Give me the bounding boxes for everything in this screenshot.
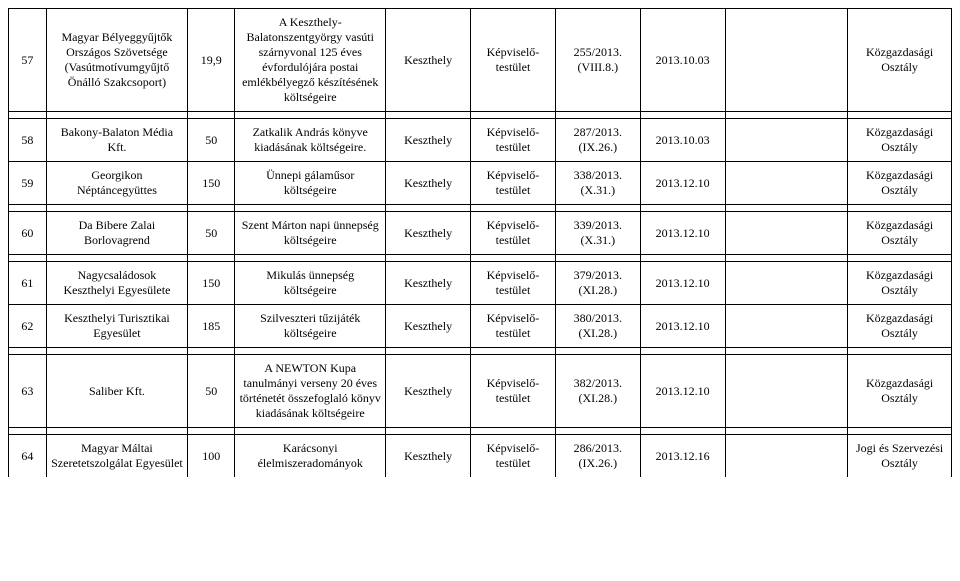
cell-dept: Közgazdasági Osztály — [848, 305, 952, 348]
cell-city: Keszthely — [386, 435, 471, 478]
table-row: 60Da Bibere Zalai Borlovagrend50Szent Má… — [9, 212, 952, 255]
cell-amount: 50 — [188, 119, 235, 162]
cell-date: 2013.12.16 — [640, 435, 725, 478]
cell-desc: A NEWTON Kupa tanulmányi verseny 20 éves… — [235, 355, 386, 428]
cell-amount: 50 — [188, 355, 235, 428]
cell-name: Da Bibere Zalai Borlovagrend — [46, 212, 187, 255]
cell-name: Magyar Bélyeggyűjtők Országos Szövetsége… — [46, 9, 187, 112]
spacer-row — [9, 428, 952, 435]
cell-body: Képviselő-testület — [471, 355, 556, 428]
cell-body: Képviselő-testület — [471, 9, 556, 112]
cell-city: Keszthely — [386, 162, 471, 205]
cell-blank — [725, 119, 848, 162]
cell-city: Keszthely — [386, 355, 471, 428]
cell-desc: Szilveszteri tűzijáték költségeire — [235, 305, 386, 348]
cell-amount: 150 — [188, 262, 235, 305]
cell-date: 2013.12.10 — [640, 262, 725, 305]
cell-date: 2013.12.10 — [640, 212, 725, 255]
cell-num: 60 — [9, 212, 47, 255]
cell-body: Képviselő-testület — [471, 305, 556, 348]
cell-num: 58 — [9, 119, 47, 162]
table-row: 64Magyar Máltai Szeretetszolgálat Egyesü… — [9, 435, 952, 478]
cell-dept: Közgazdasági Osztály — [848, 119, 952, 162]
cell-blank — [725, 435, 848, 478]
cell-amount: 100 — [188, 435, 235, 478]
cell-dept: Közgazdasági Osztály — [848, 355, 952, 428]
cell-blank — [725, 9, 848, 112]
cell-resolution: 255/2013. (VIII.8.) — [555, 9, 640, 112]
cell-date: 2013.10.03 — [640, 119, 725, 162]
cell-name: Georgikon Néptáncegyüttes — [46, 162, 187, 205]
data-table: 57Magyar Bélyeggyűjtők Országos Szövetsé… — [8, 8, 952, 477]
cell-city: Keszthely — [386, 212, 471, 255]
cell-body: Képviselő-testület — [471, 119, 556, 162]
cell-dept: Közgazdasági Osztály — [848, 212, 952, 255]
cell-date: 2013.12.10 — [640, 162, 725, 205]
cell-desc: Szent Márton napi ünnepség költségeire — [235, 212, 386, 255]
cell-date: 2013.10.03 — [640, 9, 725, 112]
spacer-row — [9, 112, 952, 119]
cell-blank — [725, 212, 848, 255]
cell-desc: Mikulás ünnepség költségeire — [235, 262, 386, 305]
cell-name: Saliber Kft. — [46, 355, 187, 428]
cell-date: 2013.12.10 — [640, 355, 725, 428]
cell-resolution: 287/2013. (IX.26.) — [555, 119, 640, 162]
table-row: 59Georgikon Néptáncegyüttes150Ünnepi gál… — [9, 162, 952, 205]
cell-resolution: 286/2013. (IX.26.) — [555, 435, 640, 478]
cell-amount: 19,9 — [188, 9, 235, 112]
spacer-row — [9, 348, 952, 355]
cell-desc: A Keszthely-Balatonszentgyörgy vasúti sz… — [235, 9, 386, 112]
cell-resolution: 339/2013. (X.31.) — [555, 212, 640, 255]
cell-resolution: 379/2013. (XI.28.) — [555, 262, 640, 305]
cell-city: Keszthely — [386, 9, 471, 112]
cell-blank — [725, 355, 848, 428]
cell-name: Nagycsaládosok Keszthelyi Egyesülete — [46, 262, 187, 305]
cell-dept: Közgazdasági Osztály — [848, 162, 952, 205]
cell-num: 59 — [9, 162, 47, 205]
cell-num: 57 — [9, 9, 47, 112]
table-row: 63Saliber Kft.50A NEWTON Kupa tanulmányi… — [9, 355, 952, 428]
cell-amount: 150 — [188, 162, 235, 205]
cell-desc: Ünnepi gálaműsor költségeire — [235, 162, 386, 205]
cell-num: 62 — [9, 305, 47, 348]
cell-blank — [725, 262, 848, 305]
cell-blank — [725, 305, 848, 348]
cell-body: Képviselő-testület — [471, 162, 556, 205]
cell-resolution: 338/2013. (X.31.) — [555, 162, 640, 205]
cell-resolution: 380/2013. (XI.28.) — [555, 305, 640, 348]
spacer-row — [9, 255, 952, 262]
cell-name: Keszthelyi Turisztikai Egyesület — [46, 305, 187, 348]
table-row: 61Nagycsaládosok Keszthelyi Egyesülete15… — [9, 262, 952, 305]
table-row: 62Keszthelyi Turisztikai Egyesület185Szi… — [9, 305, 952, 348]
cell-num: 61 — [9, 262, 47, 305]
cell-city: Keszthely — [386, 305, 471, 348]
cell-body: Képviselő-testület — [471, 212, 556, 255]
cell-blank — [725, 162, 848, 205]
cell-amount: 50 — [188, 212, 235, 255]
cell-date: 2013.12.10 — [640, 305, 725, 348]
cell-num: 63 — [9, 355, 47, 428]
spacer-row — [9, 205, 952, 212]
cell-dept: Közgazdasági Osztály — [848, 262, 952, 305]
cell-city: Keszthely — [386, 119, 471, 162]
cell-resolution: 382/2013. (XI.28.) — [555, 355, 640, 428]
cell-name: Magyar Máltai Szeretetszolgálat Egyesüle… — [46, 435, 187, 478]
cell-dept: Közgazdasági Osztály — [848, 9, 952, 112]
cell-dept: Jogi és Szervezési Osztály — [848, 435, 952, 478]
cell-desc: Zatkalik András könyve kiadásának költsé… — [235, 119, 386, 162]
cell-name: Bakony-Balaton Média Kft. — [46, 119, 187, 162]
cell-city: Keszthely — [386, 262, 471, 305]
cell-desc: Karácsonyi élelmiszeradományok — [235, 435, 386, 478]
cell-body: Képviselő-testület — [471, 262, 556, 305]
table-row: 58Bakony-Balaton Média Kft.50Zatkalik An… — [9, 119, 952, 162]
cell-amount: 185 — [188, 305, 235, 348]
table-row: 57Magyar Bélyeggyűjtők Országos Szövetsé… — [9, 9, 952, 112]
cell-num: 64 — [9, 435, 47, 478]
cell-body: Képviselő-testület — [471, 435, 556, 478]
